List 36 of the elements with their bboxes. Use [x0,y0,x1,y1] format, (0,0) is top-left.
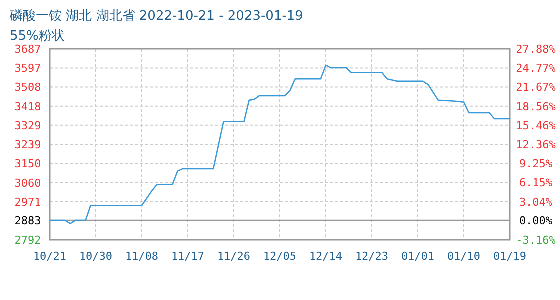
y2-tick-label: 3.04% [519,196,553,209]
y-tick-label: 3508 [14,81,42,94]
y-tick-label: 3329 [14,119,42,132]
x-tick-label: 10/30 [79,250,113,263]
y-tick-label: 3239 [14,138,42,152]
y2-tick-label: 18.56% [516,100,556,114]
chart-title: 磷酸一铵 湖北 湖北省 2022-10-21 - 2023-01-19 [9,9,304,24]
x-tick-label: 11/08 [125,250,159,263]
y-tick-label: 2883 [14,214,42,228]
x-tick-label: 10/21 [33,250,67,263]
y2-tick-label: -3.16% [516,234,556,247]
y2-tick-label: 9.25% [519,158,553,171]
y2-tick-label: 6.15% [519,176,553,190]
y2-tick-label: 21.67% [516,81,556,94]
chart-subtitle: 55%粉状 [10,29,65,44]
x-tick-label: 11/17 [171,250,205,263]
x-tick-label: 01/01 [401,250,435,263]
y-tick-label: 2792 [14,234,42,247]
y2-tick-label: 0.00% [519,214,553,228]
x-tick-label: 01/19 [493,250,527,263]
x-tick-label: 01/10 [447,250,481,263]
x-tick-label: 12/23 [355,250,389,263]
y2-tick-label: 27.88% [516,43,556,56]
line-series [49,64,511,224]
y2-tick-label: 24.77% [516,62,556,76]
y-tick-label: 3597 [14,62,42,76]
y2-tick-label: 12.36% [516,138,556,152]
y-tick-label: 2971 [14,196,42,209]
y2-tick-label: 15.46% [516,119,556,132]
x-tick-label: 11/26 [217,250,251,263]
x-tick-label: 12/14 [309,250,343,263]
y-tick-label: 3150 [14,158,42,171]
x-tick-label: 12/05 [263,250,297,263]
y-tick-label: 3060 [14,176,42,190]
y-tick-label: 3418 [14,100,42,114]
y-tick-label: 3687 [14,43,42,56]
